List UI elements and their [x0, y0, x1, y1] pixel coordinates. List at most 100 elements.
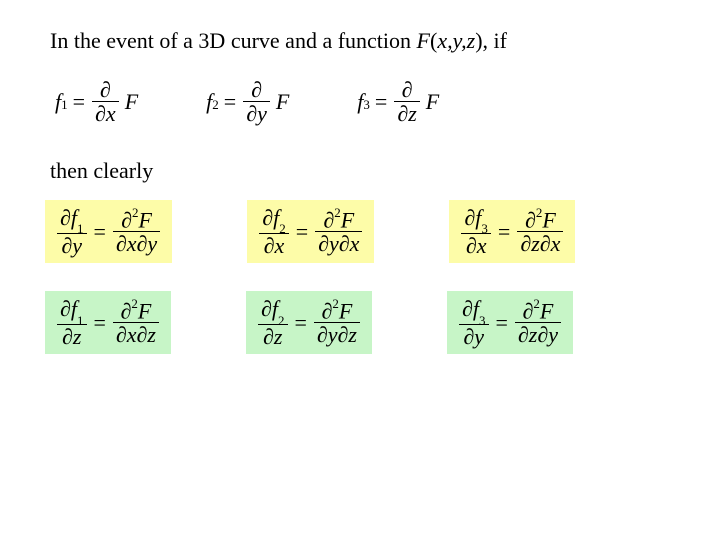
sub-3: 3: [363, 97, 370, 113]
partial-icon: ∂: [261, 296, 272, 321]
sub: 2: [279, 221, 286, 236]
partial-icon: ∂: [60, 296, 71, 321]
sub: 1: [77, 221, 84, 236]
sub: 3: [481, 221, 488, 236]
partial-icon: ∂: [116, 231, 127, 256]
lhs-frac: ∂f2 ∂x: [259, 206, 289, 257]
sym-F: F: [138, 298, 151, 323]
def-f1: f1 = ∂ ∂x F: [55, 78, 138, 125]
sub: 3: [479, 313, 486, 328]
eq-box: ∂f1 ∂z = ∂2F ∂x∂z: [45, 291, 171, 354]
lhs-frac: ∂f2 ∂z: [258, 297, 288, 348]
partial-icon: ∂: [518, 322, 529, 347]
partial-icon: ∂: [246, 101, 257, 126]
partial-icon: ∂: [525, 207, 536, 232]
partial-icon: ∂: [121, 298, 132, 323]
eq-box: ∂f3 ∂y = ∂2F ∂z∂y: [447, 291, 573, 354]
partial-icon: ∂: [116, 322, 127, 347]
partial-icon: ∂: [121, 207, 132, 232]
sub-1: 1: [61, 97, 68, 113]
grid-row-green: ∂f1 ∂z = ∂2F ∂x∂z ∂f2 ∂z =: [45, 291, 575, 354]
var-x: x: [106, 101, 116, 126]
partial-icon: ∂: [322, 298, 333, 323]
lhs-frac: ∂f1 ∂y: [57, 206, 87, 257]
intro-sentence: In the event of a 3D curve and a functio…: [50, 28, 507, 54]
equation-grid: ∂f1 ∂y = ∂2F ∂x∂y ∂f2 ∂x =: [45, 200, 575, 382]
vars: y∂x: [329, 231, 359, 256]
partial-icon: ∂: [317, 322, 328, 347]
frac-d-dz: ∂ ∂z: [394, 78, 419, 125]
partial-icon: ∂: [318, 231, 329, 256]
sym-F: F: [339, 298, 352, 323]
eq-box: ∂f2 ∂z = ∂2F ∂y∂z: [246, 291, 372, 354]
eq-sign: =: [291, 219, 313, 245]
partial-icon: ∂: [264, 233, 275, 258]
sym-F: F: [125, 89, 138, 115]
definitions-row: f1 = ∂ ∂x F f2 = ∂ ∂y F f3 = ∂ ∂z F: [55, 78, 439, 125]
partial-icon: ∂: [62, 324, 73, 349]
var: x: [275, 233, 285, 258]
partial-icon: ∂: [95, 101, 106, 126]
then-clearly: then clearly: [50, 158, 153, 184]
intro-func-F: F: [417, 28, 430, 53]
vars: z∂y: [529, 322, 558, 347]
partial-icon: ∂: [262, 205, 273, 230]
partial-icon: ∂: [464, 205, 475, 230]
partial-icon: ∂: [60, 205, 71, 230]
def-f2: f2 = ∂ ∂y F: [206, 78, 289, 125]
sub-2: 2: [212, 97, 219, 113]
partial-icon: ∂: [463, 324, 474, 349]
eq-sign: =: [89, 219, 111, 245]
partial-icon: ∂: [397, 101, 408, 126]
eq-sign: =: [491, 310, 513, 336]
eq-box: ∂f2 ∂x = ∂2F ∂y∂x: [247, 200, 374, 263]
sub: 1: [77, 313, 84, 328]
vars: z∂x: [531, 231, 560, 256]
intro-text-a: In the event of a 3D curve and a functio…: [50, 28, 417, 53]
partial-icon: ∂: [520, 231, 531, 256]
frac-d-dy: ∂ ∂y: [243, 78, 270, 125]
partial-icon: ∂: [100, 77, 111, 102]
lhs-frac: ∂f3 ∂y: [459, 297, 489, 348]
sym-F: F: [426, 89, 439, 115]
def-f3: f3 = ∂ ∂z F: [357, 78, 439, 125]
partial-icon: ∂: [523, 298, 534, 323]
rhs-frac: ∂2F ∂z∂y: [515, 299, 561, 347]
rhs-frac: ∂2F ∂z∂x: [517, 208, 563, 256]
sub: 2: [278, 313, 285, 328]
intro-vars: x,y,z: [437, 28, 475, 53]
lhs-frac: ∂f3 ∂x: [461, 206, 491, 257]
partial-icon: ∂: [251, 77, 262, 102]
partial-icon: ∂: [402, 77, 413, 102]
rhs-frac: ∂2F ∂y∂z: [314, 299, 360, 347]
var: y: [72, 233, 82, 258]
eq-sign: =: [290, 310, 312, 336]
var-z: z: [408, 101, 417, 126]
grid-row-yellow: ∂f1 ∂y = ∂2F ∂x∂y ∂f2 ∂x =: [45, 200, 575, 263]
vars: x∂y: [127, 231, 157, 256]
eq-sign: =: [370, 89, 392, 115]
rhs-frac: ∂2F ∂x∂z: [113, 299, 159, 347]
sym-F: F: [542, 207, 555, 232]
sym-F: F: [276, 89, 289, 115]
frac-d-dx: ∂ ∂x: [92, 78, 119, 125]
partial-icon: ∂: [466, 233, 477, 258]
partial-icon: ∂: [61, 233, 72, 258]
vars: x∂z: [127, 322, 156, 347]
partial-icon: ∂: [462, 296, 473, 321]
rhs-frac: ∂2F ∂x∂y: [113, 208, 160, 256]
var: x: [477, 233, 487, 258]
eq-box: ∂f3 ∂x = ∂2F ∂z∂x: [449, 200, 575, 263]
partial-icon: ∂: [263, 324, 274, 349]
partial-icon: ∂: [323, 207, 334, 232]
eq-sign: =: [89, 310, 111, 336]
vars: y∂z: [328, 322, 357, 347]
eq-sign: =: [68, 89, 90, 115]
sym-F: F: [540, 298, 553, 323]
sym-F: F: [139, 207, 152, 232]
intro-tail: ), if: [475, 28, 507, 53]
sym-F: F: [341, 207, 354, 232]
rhs-frac: ∂2F ∂y∂x: [315, 208, 362, 256]
lhs-frac: ∂f1 ∂z: [57, 297, 87, 348]
eq-box: ∂f1 ∂y = ∂2F ∂x∂y: [45, 200, 172, 263]
